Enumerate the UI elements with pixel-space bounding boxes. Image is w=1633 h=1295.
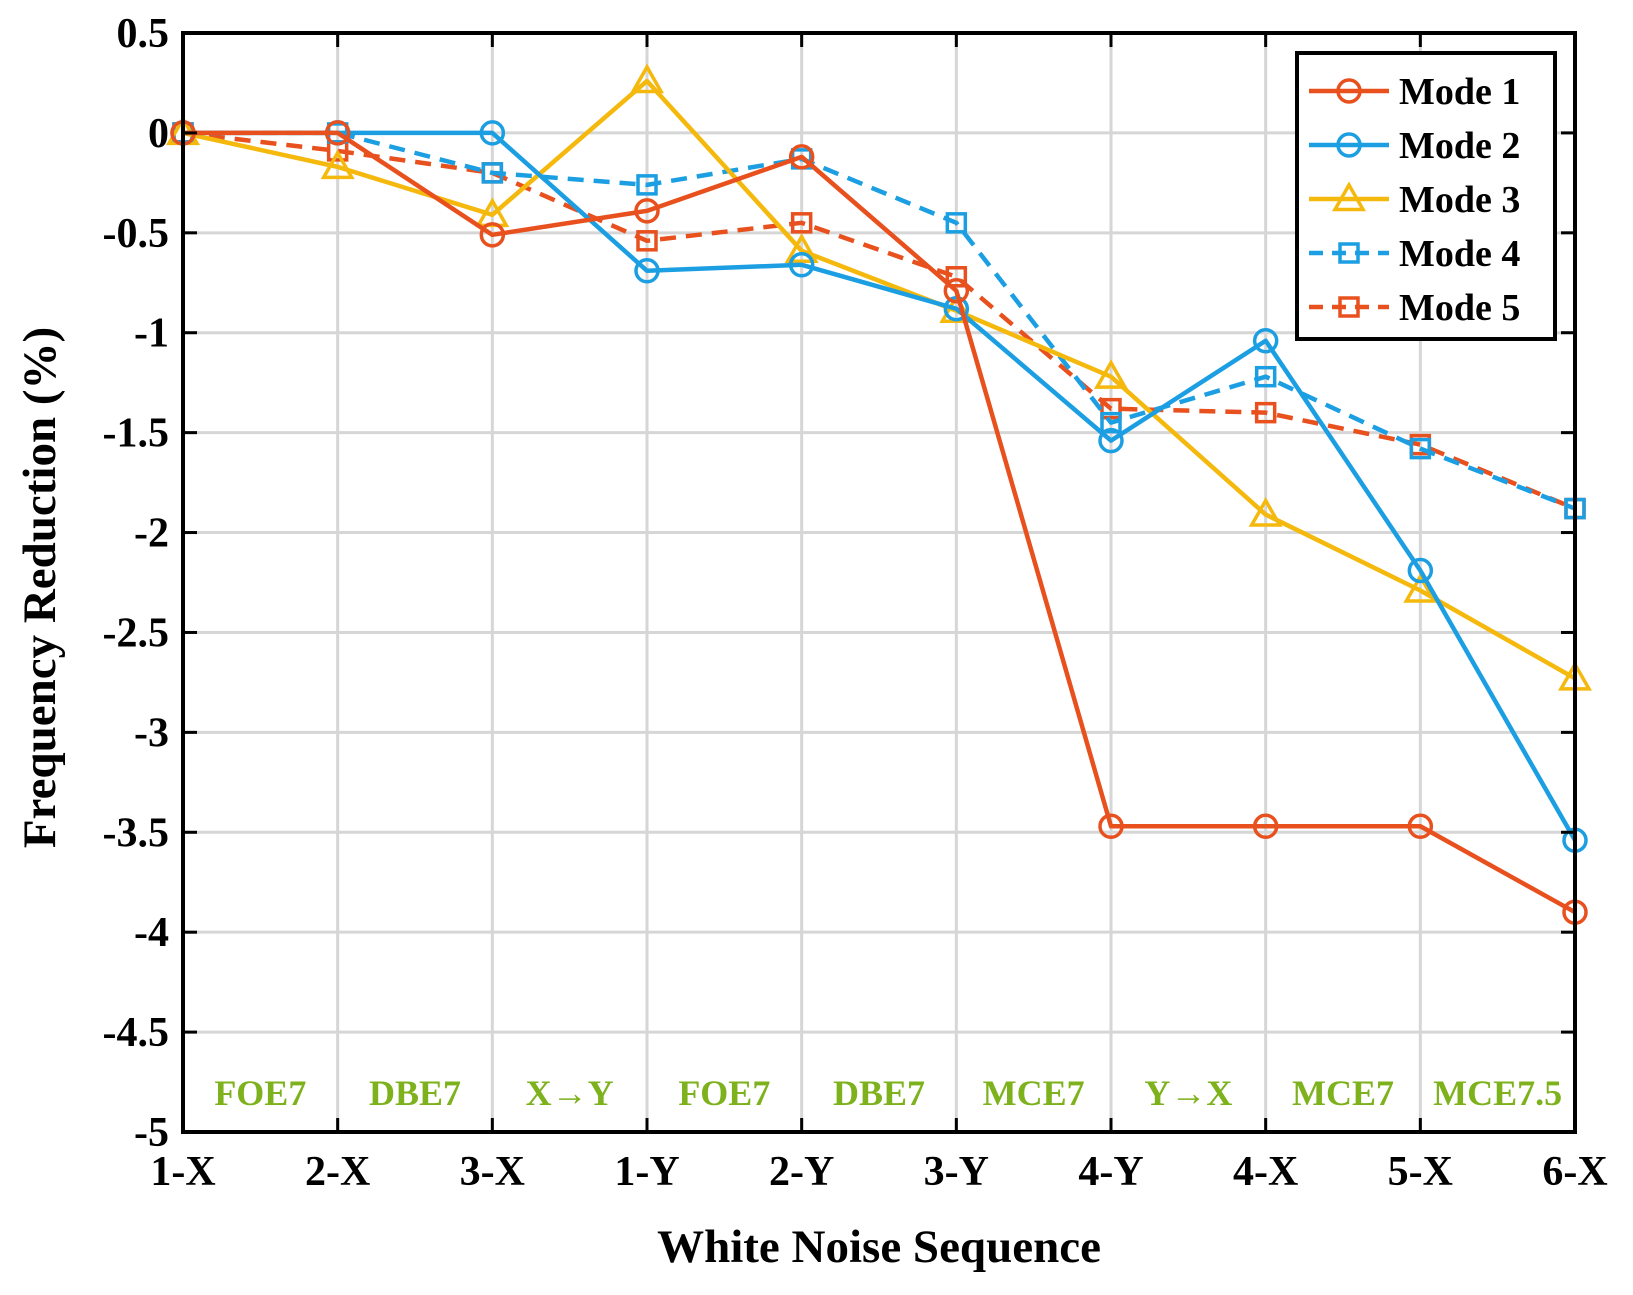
y-tick-label: -1 (134, 311, 169, 357)
annotation-label: DBE7 (369, 1073, 461, 1113)
legend-item-mode-2: Mode 2 (1309, 125, 1520, 167)
annotation-label: DBE7 (833, 1073, 925, 1113)
series-line-mode-3 (182, 78, 1577, 681)
data-point-mode-2 (479, 120, 506, 146)
x-tick-label: 3-X (460, 1149, 525, 1195)
x-tick-label: 2-Y (769, 1149, 834, 1195)
y-tick-label: -0.5 (103, 211, 170, 257)
data-point-mode-4 (1409, 437, 1432, 460)
data-point-mode-2 (788, 252, 815, 278)
x-tick-label: 4-X (1233, 1149, 1298, 1195)
series-line-mode-4 (183, 130, 1576, 511)
data-point-mode-2 (634, 258, 660, 284)
data-point-mode-3 (1403, 572, 1438, 603)
series-line-mode-5 (182, 130, 1576, 511)
data-point-mode-1 (634, 198, 660, 224)
x-tick-label: 3-Y (924, 1149, 989, 1195)
legend-swatch-marker (1336, 78, 1362, 104)
annotation-label: FOE7 (678, 1073, 770, 1113)
data-point-mode-5 (636, 230, 658, 252)
data-point-mode-5 (945, 266, 968, 288)
y-tick-label: -4 (134, 910, 169, 956)
x-tick-label: 5-X (1388, 1149, 1453, 1195)
legend-item-mode-1: Mode 1 (1309, 71, 1520, 113)
legend-swatch-marker (1336, 132, 1362, 158)
data-point-mode-3 (320, 149, 355, 180)
legend: Mode 1 Mode 2 Mode 3 Mode 4 Mode 5 (1295, 51, 1557, 341)
y-tick-label: -3.5 (103, 810, 170, 856)
x-tick-label: 4-Y (1078, 1149, 1143, 1195)
data-point-mode-2 (1252, 327, 1279, 354)
annotation-label: Y→X (1144, 1073, 1232, 1113)
legend-swatch-marker (1338, 296, 1360, 318)
series-line-mode-1 (183, 130, 1577, 915)
data-point-mode-3 (629, 63, 665, 94)
y-axis-label: Frequency Reduction (%) (14, 327, 66, 848)
x-tick-label: 1-Y (614, 1149, 679, 1195)
annotation-label: MCE7 (983, 1073, 1085, 1113)
data-point-mode-3 (1093, 359, 1129, 389)
annotation-label: MCE7 (1292, 1073, 1394, 1113)
data-point-mode-1 (479, 222, 506, 248)
data-point-mode-4 (1100, 411, 1122, 434)
legend-label: Mode 5 (1399, 287, 1520, 329)
y-tick-label: -4.5 (103, 1010, 170, 1056)
legend-item-mode-3: Mode 3 (1309, 179, 1520, 221)
series-line-mode-2 (183, 130, 1577, 842)
data-point-mode-1 (943, 278, 970, 304)
data-point-mode-4 (945, 212, 968, 234)
legend-swatch-marker (1331, 181, 1367, 212)
x-tick-label: 2-X (305, 1149, 370, 1195)
data-point-mode-3 (784, 233, 819, 264)
legend-label: Mode 3 (1399, 179, 1520, 221)
y-tick-label: -2 (134, 511, 169, 557)
x-tick-label: 1-X (150, 1149, 215, 1195)
x-axis-label: White Noise Sequence (657, 1221, 1101, 1273)
y-tick-label: -2.5 (103, 610, 170, 656)
data-point-mode-5 (1254, 401, 1277, 424)
data-point-mode-4 (1254, 365, 1277, 388)
legend-label: Mode 1 (1399, 71, 1520, 113)
annotation-label: MCE7.5 (1433, 1073, 1562, 1113)
data-point-mode-2 (1098, 427, 1124, 454)
y-tick-label: -5 (134, 1110, 169, 1156)
data-point-mode-1 (1407, 813, 1434, 840)
data-point-mode-1 (1098, 813, 1124, 840)
data-point-mode-4 (636, 174, 658, 196)
y-tick-label: -1.5 (103, 411, 170, 457)
data-point-mode-5 (790, 212, 813, 234)
legend-label: Mode 4 (1399, 233, 1520, 275)
legend-item-mode-5: Mode 5 (1309, 287, 1520, 329)
axis-ticks: 1-X 2-X 3-X 1-Y 2-Y 3-Y 4-Y 4-X 5-X 6-X 0.5 0 -0.5 -1… (103, 11, 1608, 1195)
legend-item-mode-4: Mode 4 (1309, 233, 1520, 275)
annotation-label: X→Y (526, 1073, 614, 1113)
y-tick-label: -3 (134, 710, 169, 756)
data-point-mode-2 (1407, 557, 1434, 584)
data-point-mode-1 (324, 120, 351, 146)
data-point-mode-3 (1248, 497, 1283, 527)
y-tick-label: 0 (148, 111, 169, 157)
y-tick-label: 0.5 (117, 11, 170, 57)
legend-label: Mode 2 (1399, 125, 1520, 167)
legend-box (1295, 51, 1557, 341)
legend-swatch-marker (1338, 242, 1360, 264)
data-point-mode-4 (481, 162, 504, 184)
plot-frame (181, 31, 1577, 1134)
x-tick-label: 6-X (1542, 1149, 1607, 1195)
data-point-mode-1 (1252, 813, 1279, 840)
data-point-mode-1 (788, 144, 815, 170)
segment-annotations: FOE7 DBE7 X→Y FOE7 DBE7 MCE7 Y→X MCE7 MCE7.5 (214, 1073, 1562, 1113)
annotation-label: FOE7 (214, 1073, 306, 1113)
